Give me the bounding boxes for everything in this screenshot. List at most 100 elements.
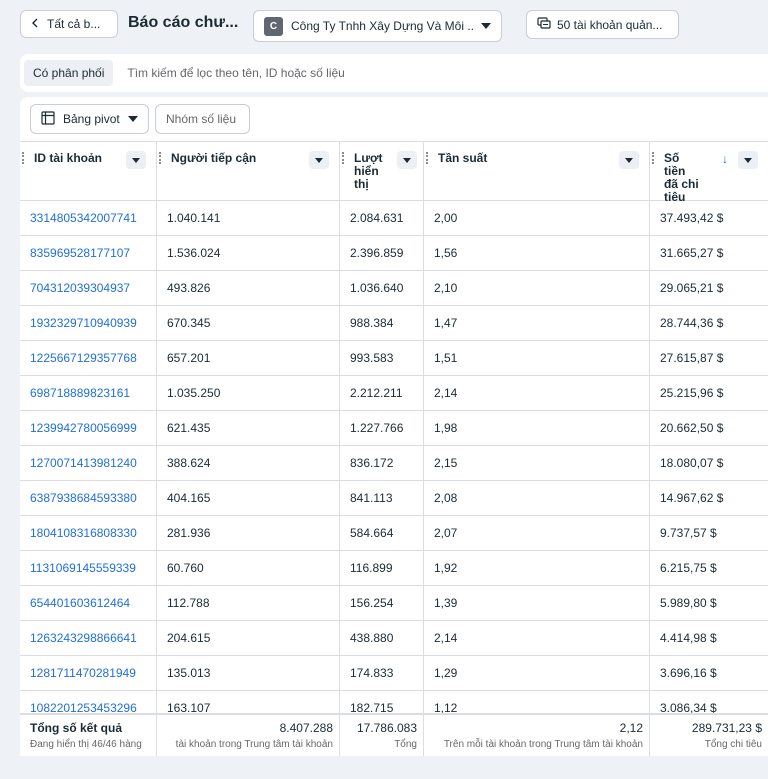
drag-handle-icon[interactable] (342, 152, 344, 164)
spend-cell: 5.989,80 $ (660, 596, 717, 610)
column-header-amount-spent[interactable]: Số tiền đã chi tiêu ↓ (650, 142, 768, 204)
table-row: 1082201253453296 163.107 182.715 1,12 3.086,… (20, 691, 768, 726)
filter-chip-delivery[interactable]: Có phân phối (24, 60, 114, 86)
table-row: 698718889823161 1.035.250 2.212.211 2,14 25.… (20, 376, 768, 411)
account-id-link[interactable]: 1932329710940939 (20, 306, 157, 341)
pivot-table-label: Bảng pivot (63, 112, 120, 126)
account-id-link[interactable]: 1270071413981240 (20, 446, 157, 481)
spend-cell: 9.737,57 $ (660, 526, 717, 540)
table-row: 1239942780056999 621.435 1.227.766 1,98 20.6… (20, 411, 768, 446)
pivot-table-button[interactable]: Bảng pivot (30, 104, 149, 134)
frequency-cell: 1,51 (424, 341, 650, 376)
metric-group-label: Nhóm số liệu (166, 112, 237, 126)
reach-cell: 60.760 (157, 551, 340, 586)
spend-cell: 3.086,34 $ (660, 701, 717, 715)
frequency-cell: 1,39 (424, 586, 650, 621)
reach-cell: 1.035.250 (157, 376, 340, 411)
reach-cell: 1.536.024 (157, 236, 340, 271)
account-id-link[interactable]: 1239942780056999 (20, 411, 157, 446)
account-id-link[interactable]: 835969528177107 (20, 236, 157, 271)
column-header-frequency[interactable]: Tần suất (424, 142, 650, 201)
spend-cell: 31.665,27 $ (660, 246, 724, 260)
frequency-cell: 1,29 (424, 656, 650, 691)
column-header-impressions[interactable]: Lượt hiển thị (340, 142, 424, 201)
managed-accounts-button[interactable]: 50 tài khoản quản... (526, 10, 679, 39)
summary-subtitle: Đang hiển thị 46/46 hàng (30, 739, 142, 750)
spend-cell: 20.662,50 $ (660, 421, 724, 435)
account-id-link[interactable]: 1225667129357768 (20, 341, 157, 376)
table-header: ID tài khoản Người tiếp cận Lượt hiển th… (20, 141, 768, 204)
account-id-link[interactable]: 6387938684593380 (20, 481, 157, 516)
spend-cell: 25.215,96 $ (660, 386, 724, 400)
spend-cell: 28.744,36 $ (660, 316, 724, 330)
impressions-cell: 841.113 (340, 481, 424, 516)
account-id-link[interactable]: 1131069145559339 (20, 551, 157, 586)
column-menu-button[interactable] (397, 151, 417, 169)
column-menu-button[interactable] (309, 151, 329, 169)
table-row: 1281711470281949 135.013 174.833 1,29 3.696,… (20, 656, 768, 691)
summary-impressions-caption: Tổng (394, 739, 417, 750)
caret-down-icon (744, 157, 752, 163)
column-header-reach[interactable]: Người tiếp cận (157, 142, 340, 201)
summary-impressions-cell: 17.786.083 Tổng (340, 715, 424, 756)
summary-label-cell: Tổng số kết quả Đang hiển thị 46/46 hàng (20, 715, 157, 756)
frequency-cell: 1,12 (424, 691, 650, 726)
frequency-cell: 2,10 (424, 271, 650, 306)
account-id-link[interactable]: 1281711470281949 (20, 656, 157, 691)
column-header-account-id[interactable]: ID tài khoản (20, 142, 157, 201)
spend-cell: 3.696,16 $ (660, 666, 717, 680)
impressions-cell: 2.212.211 (340, 376, 424, 411)
spend-cell: 29.065,21 $ (660, 281, 724, 295)
reach-cell: 112.788 (157, 586, 340, 621)
drag-handle-icon[interactable] (652, 152, 654, 164)
impressions-cell: 156.254 (340, 586, 424, 621)
reach-cell: 163.107 (157, 691, 340, 726)
summary-frequency-caption: Trên mỗi tài khoản trong Trung tâm tài k… (443, 739, 643, 750)
summary-title: Tổng số kết quả (30, 721, 123, 735)
summary-reach-cell: 8.407.288 tài khoản trong Trung tâm tài … (157, 715, 340, 756)
impressions-cell: 116.899 (340, 551, 424, 586)
company-selector[interactable]: C Công Ty Tnhh Xây Dựng Và Môi ... (253, 10, 502, 42)
account-id-link[interactable]: 654401603612464 (20, 586, 157, 621)
caret-down-icon (625, 157, 633, 163)
frequency-cell: 2,00 (424, 201, 650, 236)
drag-handle-icon[interactable] (426, 152, 428, 164)
impressions-cell: 836.172 (340, 446, 424, 481)
back-button[interactable]: Tất cả b... (20, 10, 118, 38)
frequency-cell: 1,47 (424, 306, 650, 341)
account-id-link[interactable]: 1082201253453296 (20, 691, 157, 726)
spend-cell: 37.493,42 $ (660, 211, 724, 225)
search-input[interactable] (127, 66, 528, 80)
reach-cell: 1.040.141 (157, 201, 340, 236)
frequency-cell: 2,07 (424, 516, 650, 551)
caret-down-icon (315, 157, 323, 163)
summary-frequency-cell: 2,12 Trên mỗi tài khoản trong Trung tâm … (424, 715, 650, 756)
top-bar: Tất cả b... Báo cáo chư... C Công Ty Tnh… (0, 0, 768, 50)
metric-group-button[interactable]: Nhóm số liệu (155, 104, 250, 134)
column-menu-button[interactable] (126, 151, 146, 169)
drag-handle-icon[interactable] (159, 152, 161, 164)
company-name: Công Ty Tnhh Xây Dựng Và Môi ... (291, 19, 473, 33)
impressions-cell: 988.384 (340, 306, 424, 341)
reach-cell: 657.201 (157, 341, 340, 376)
table-row: 1932329710940939 670.345 988.384 1,47 28.744… (20, 306, 768, 341)
impressions-cell: 2.396.859 (340, 236, 424, 271)
account-id-link[interactable]: 3314805342007741 (20, 201, 157, 236)
table-row: 6387938684593380 404.165 841.113 2,08 14.967… (20, 481, 768, 516)
account-id-link[interactable]: 1804108316808330 (20, 516, 157, 551)
column-menu-button[interactable] (619, 151, 639, 169)
report-panel: Bảng pivot Nhóm số liệu ID tài khoản Ngư… (20, 97, 768, 756)
impressions-cell: 584.664 (340, 516, 424, 551)
table-row: 1804108316808330 281.936 584.664 2,07 9.737,… (20, 516, 768, 551)
sort-descending-icon[interactable]: ↓ (722, 152, 728, 166)
pivot-table-icon (41, 110, 55, 128)
account-id-link[interactable]: 704312039304937 (20, 271, 157, 306)
account-id-link[interactable]: 698718889823161 (20, 376, 157, 411)
impressions-cell: 993.583 (340, 341, 424, 376)
frequency-cell: 1,92 (424, 551, 650, 586)
summary-impressions-total: 17.786.083 (356, 721, 417, 735)
column-menu-button[interactable] (738, 151, 758, 169)
account-id-link[interactable]: 1263243298866641 (20, 621, 157, 656)
table-row: 1270071413981240 388.624 836.172 2,15 18.080… (20, 446, 768, 481)
drag-handle-icon[interactable] (22, 152, 24, 164)
